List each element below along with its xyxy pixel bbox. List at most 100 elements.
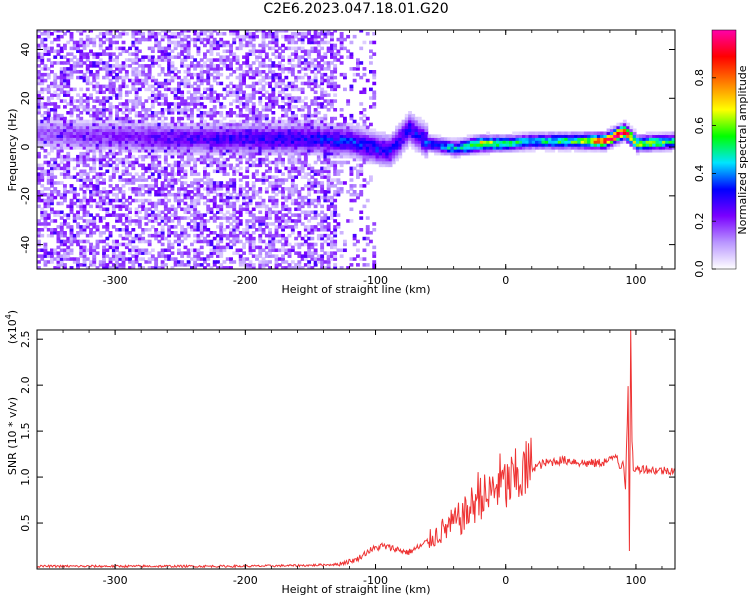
spectrogram-cell bbox=[46, 169, 51, 174]
spectrogram-cell bbox=[258, 219, 263, 223]
spectrogram-cell bbox=[124, 213, 129, 217]
spectrogram-cell bbox=[115, 67, 119, 71]
spectrogram-cell bbox=[219, 37, 224, 42]
spectrogram-cell bbox=[173, 198, 178, 203]
spectrogram-cell bbox=[98, 90, 103, 95]
spectrogram-cell bbox=[134, 113, 139, 118]
spectrogram-cell bbox=[115, 72, 119, 77]
spectrogram-cell bbox=[203, 131, 207, 136]
spectrogram-cell bbox=[268, 58, 272, 62]
spectrogram-cell bbox=[219, 195, 224, 200]
spectrogram-cell bbox=[352, 242, 357, 247]
spectrogram-cell bbox=[343, 87, 347, 92]
spectrogram-cell bbox=[284, 34, 289, 39]
spectrogram-cell bbox=[144, 122, 149, 127]
spectrogram-cell bbox=[326, 175, 331, 179]
spectrogram-cell bbox=[147, 58, 152, 62]
spectrogram-cell bbox=[46, 260, 51, 264]
spectrogram-cell bbox=[150, 213, 155, 217]
spectrogram-cell bbox=[356, 263, 360, 267]
spectrogram-cell bbox=[105, 125, 110, 130]
spectrogram-cell bbox=[268, 175, 272, 179]
spectrogram-cell bbox=[307, 40, 312, 45]
spectrogram-cell bbox=[251, 128, 256, 133]
spectrogram-cell bbox=[85, 175, 90, 179]
spectrogram-cell bbox=[111, 257, 116, 261]
spectrogram-cell bbox=[303, 34, 308, 39]
spectrogram-cell bbox=[320, 175, 325, 179]
spectrogram-cell bbox=[124, 140, 129, 144]
spectrogram-cell bbox=[343, 46, 347, 51]
spectrogram-cell bbox=[124, 72, 129, 77]
spectrogram-cell bbox=[290, 160, 295, 165]
spectrogram-cell bbox=[115, 116, 119, 121]
spectrogram-cell bbox=[108, 198, 113, 203]
spectrogram-cell bbox=[43, 225, 48, 229]
spectrogram-cell bbox=[316, 131, 321, 136]
spectrogram-cell bbox=[98, 113, 103, 118]
spectrogram-cell bbox=[359, 169, 364, 174]
spectrogram-cell bbox=[63, 143, 67, 147]
spectrogram-cell bbox=[163, 102, 168, 106]
spectrogram-cell bbox=[219, 67, 224, 71]
spectrogram-cell bbox=[92, 154, 97, 159]
spectrogram-cell bbox=[128, 160, 132, 165]
spectrogram-cell bbox=[248, 210, 253, 215]
spectrogram-cell bbox=[235, 239, 240, 244]
spectrogram-cell bbox=[79, 99, 84, 103]
spectrogram-cell bbox=[154, 34, 159, 39]
spectrogram-cell bbox=[144, 184, 149, 188]
spectrogram-cell bbox=[196, 236, 201, 241]
spectrogram-cell bbox=[251, 187, 256, 191]
spectrogram-cell bbox=[82, 122, 87, 127]
spectrogram-cell bbox=[121, 46, 126, 51]
spectrogram-cell bbox=[95, 116, 100, 121]
spectrogram-cell bbox=[261, 140, 266, 144]
spectrogram-cell bbox=[264, 242, 269, 247]
spectrogram-cell bbox=[50, 146, 54, 150]
spectrogram-cell bbox=[238, 149, 243, 153]
spectrogram-cell bbox=[359, 210, 364, 215]
spectrogram-cell bbox=[108, 122, 113, 127]
spectrogram-cell bbox=[69, 46, 74, 51]
spectrogram-cell bbox=[294, 64, 299, 68]
spectrogram-cell bbox=[147, 75, 152, 80]
spectrogram-cell bbox=[141, 228, 146, 232]
spectrogram-cell bbox=[316, 172, 321, 176]
spectrogram-cell bbox=[108, 140, 113, 144]
spectrogram-cell bbox=[124, 143, 129, 147]
spectrogram-cell bbox=[209, 40, 214, 45]
spectrogram-cell bbox=[222, 149, 227, 153]
spectrogram-cell bbox=[255, 58, 259, 62]
spectrogram-cell bbox=[196, 90, 201, 95]
spectrogram-cell bbox=[37, 78, 41, 83]
spectrogram-cell bbox=[128, 64, 132, 68]
spectrogram-cell bbox=[147, 137, 152, 141]
spectrogram-cell bbox=[320, 78, 325, 83]
spectrogram-cell bbox=[346, 131, 351, 136]
spectrogram-cell bbox=[105, 32, 110, 36]
spectrogram-cell bbox=[157, 137, 162, 141]
spectrogram-cell bbox=[330, 99, 334, 103]
spectrogram-cell bbox=[320, 143, 325, 147]
spectrogram-cell bbox=[59, 146, 64, 150]
spectrogram-cell bbox=[352, 198, 357, 203]
spectrogram-cell bbox=[76, 134, 80, 138]
spectrogram-cell bbox=[216, 40, 220, 45]
spectrogram-cell bbox=[137, 216, 142, 220]
spectrogram-cell bbox=[261, 58, 266, 62]
spectrogram-cell bbox=[310, 122, 315, 127]
spectrogram-cell bbox=[40, 172, 45, 176]
spectrogram-cell bbox=[134, 46, 139, 51]
spectrogram-cell bbox=[206, 137, 211, 141]
spectrogram-cell bbox=[121, 204, 126, 209]
spectrogram-cell bbox=[206, 172, 211, 176]
spectrogram-cell bbox=[297, 108, 302, 112]
spectrogram-cell bbox=[177, 192, 181, 197]
spectrogram-cell bbox=[333, 84, 338, 89]
spectrogram-cell bbox=[274, 210, 279, 215]
spectrogram-cell bbox=[274, 102, 279, 106]
spectrogram-cell bbox=[76, 263, 80, 267]
spectrogram-cell bbox=[92, 222, 97, 226]
spectrogram-cell bbox=[134, 134, 139, 138]
